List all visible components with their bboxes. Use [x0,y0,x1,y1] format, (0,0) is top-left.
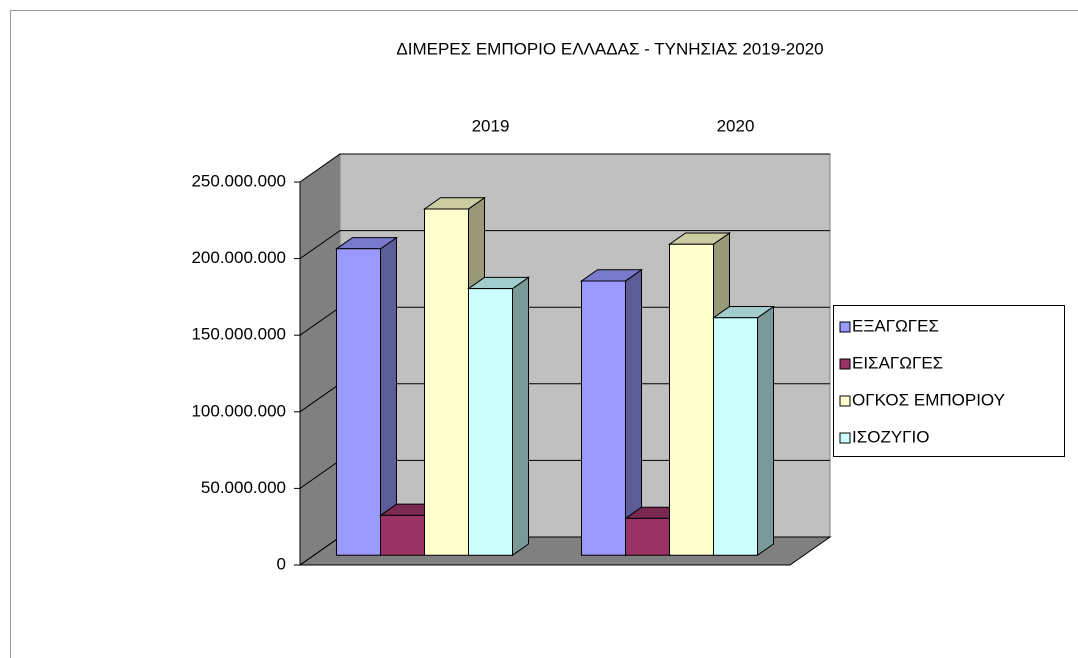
legend-swatch [839,395,851,407]
bar [625,517,670,556]
bar [380,514,425,556]
legend-label: ΙΣΟΖΥΓΙΟ [852,427,930,446]
legend-label: ΕΙΣΑΓΩΓΕΣ [852,353,943,372]
legend-label: ΕΞΑΓΩΓΕΣ [852,316,939,335]
bar [424,208,469,556]
y-tick-label: 50.000.000 [201,478,286,497]
bar [468,288,513,556]
bar-side [512,276,529,557]
legend-label: ΟΓΚΟΣ ΕΜΠΟΡΙΟΥ [852,390,1005,409]
y-tick-label: 200.000.000 [191,248,286,267]
category-label: 2020 [717,116,755,135]
legend-swatch [839,321,851,333]
legend-swatch [839,432,851,444]
y-tick-label: 0 [277,554,286,573]
y-tick-label: 250.000.000 [191,171,286,190]
y-tick-label: 100.000.000 [191,401,286,420]
y-tick-label: 150.000.000 [191,325,286,344]
category-label: 2019 [472,116,510,135]
bar-side [757,305,774,557]
bar [669,243,714,556]
bar [336,248,381,556]
legend-swatch [839,358,851,370]
grid-line [299,153,830,183]
side-wall [299,153,341,566]
bar [713,317,758,556]
grid-line [299,230,830,260]
chart-title: ΔΙΜΕΡΕΣ ΕΜΠΟΡΙΟ ΕΛΛΑΔΑΣ - ΤΥΝΗΣΙΑΣ 2019-… [396,39,823,58]
bar [581,280,626,556]
legend [833,305,1065,457]
